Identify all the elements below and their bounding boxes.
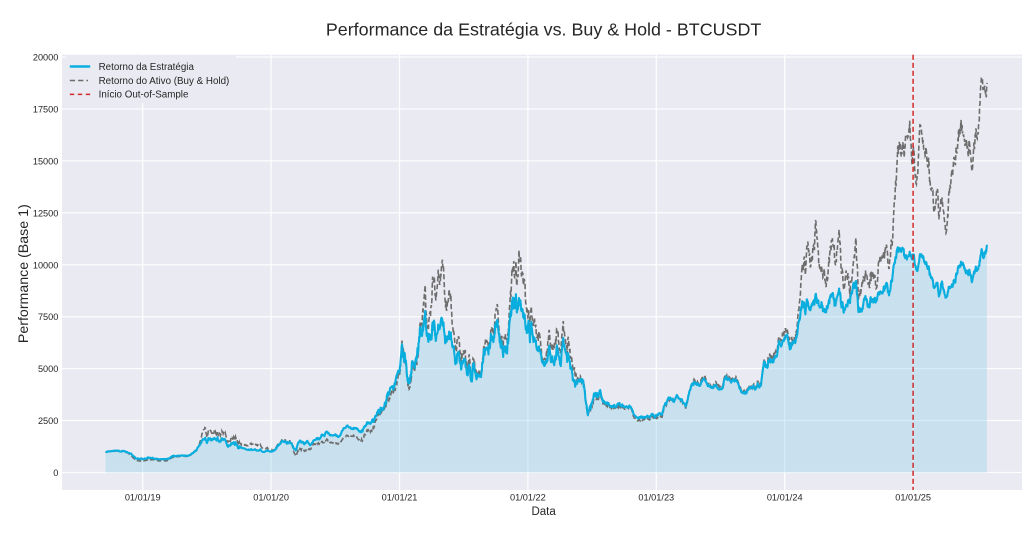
svg-text:5000: 5000 bbox=[38, 364, 58, 374]
svg-text:01/01/25: 01/01/25 bbox=[895, 493, 931, 503]
svg-text:01/01/24: 01/01/24 bbox=[767, 493, 803, 503]
svg-text:12500: 12500 bbox=[33, 208, 59, 218]
svg-text:Retorno do Ativo (Buy & Hold): Retorno do Ativo (Buy & Hold) bbox=[99, 76, 230, 87]
svg-text:2500: 2500 bbox=[38, 416, 58, 426]
svg-text:01/01/19: 01/01/19 bbox=[125, 493, 161, 503]
svg-text:Início Out-of-Sample: Início Out-of-Sample bbox=[99, 90, 189, 101]
svg-text:15000: 15000 bbox=[33, 156, 59, 166]
svg-text:0: 0 bbox=[53, 468, 58, 478]
svg-text:20000: 20000 bbox=[33, 53, 59, 63]
svg-text:7500: 7500 bbox=[38, 312, 58, 322]
svg-text:01/01/22: 01/01/22 bbox=[510, 493, 546, 503]
svg-text:01/01/20: 01/01/20 bbox=[253, 493, 289, 503]
svg-text:Performance (Base 1): Performance (Base 1) bbox=[16, 204, 32, 343]
svg-text:17500: 17500 bbox=[33, 104, 59, 114]
svg-text:Performance da Estratégia vs.: Performance da Estratégia vs. Buy & Hold… bbox=[326, 20, 762, 40]
svg-text:Retorno da Estratégia: Retorno da Estratégia bbox=[99, 62, 195, 73]
svg-text:Data: Data bbox=[531, 506, 556, 518]
svg-text:01/01/23: 01/01/23 bbox=[638, 493, 674, 503]
svg-text:10000: 10000 bbox=[33, 260, 59, 270]
svg-text:01/01/21: 01/01/21 bbox=[382, 493, 418, 503]
